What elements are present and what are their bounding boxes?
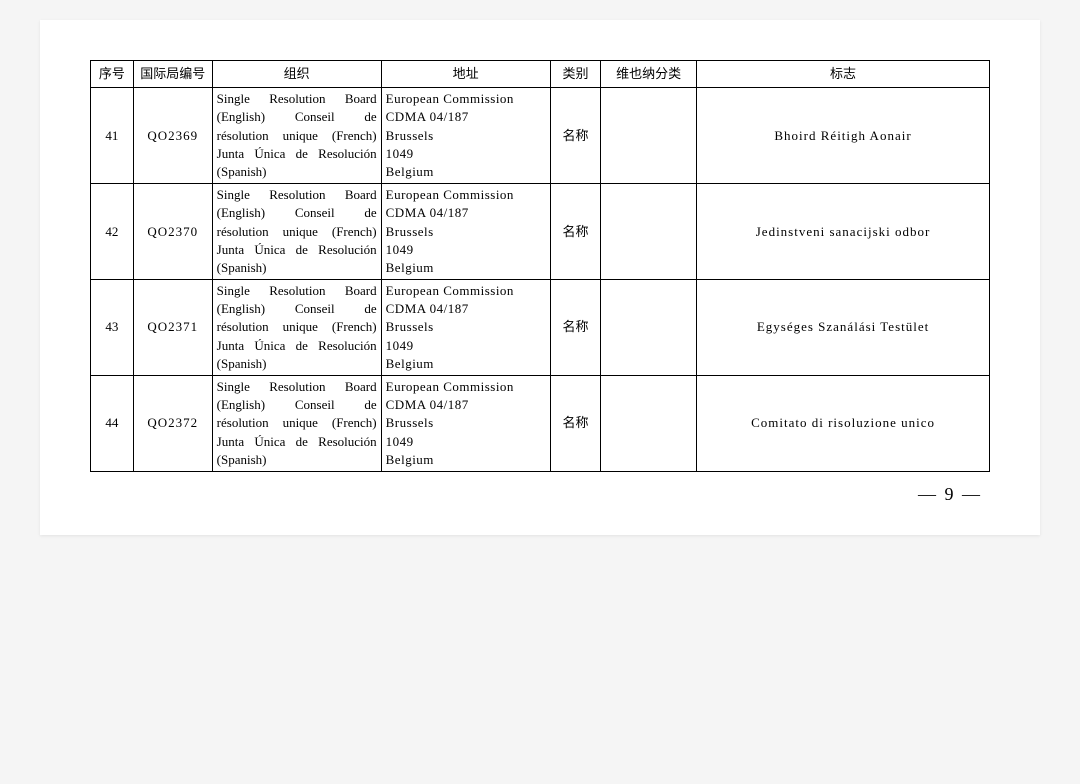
th-addr: 地址	[381, 61, 550, 88]
cell-code: QO2370	[133, 184, 212, 280]
table-row: 43QO2371Single Resolution Board (English…	[91, 280, 990, 376]
cell-cat: 名称	[550, 88, 601, 184]
cell-mark: Bhoird Réitigh Aonair	[697, 88, 990, 184]
cell-cat: 名称	[550, 184, 601, 280]
cell-cat: 名称	[550, 376, 601, 472]
cell-org: Single Resolution Board (English) Consei…	[212, 88, 381, 184]
table-row: 42QO2370Single Resolution Board (English…	[91, 184, 990, 280]
cell-seq: 43	[91, 280, 134, 376]
cell-seq: 42	[91, 184, 134, 280]
cell-code: QO2371	[133, 280, 212, 376]
cell-addr: European CommissionCDMA 04/187Brussels10…	[381, 184, 550, 280]
cell-mark: Comitato di risoluzione unico	[697, 376, 990, 472]
th-org: 组织	[212, 61, 381, 88]
th-cat: 类别	[550, 61, 601, 88]
cell-vc	[601, 376, 697, 472]
cell-addr: European CommissionCDMA 04/187Brussels10…	[381, 280, 550, 376]
cell-vc	[601, 88, 697, 184]
th-code: 国际局编号	[133, 61, 212, 88]
cell-seq: 44	[91, 376, 134, 472]
th-vc: 维也纳分类	[601, 61, 697, 88]
cell-mark: Egységes Szanálási Testület	[697, 280, 990, 376]
cell-org: Single Resolution Board (English) Consei…	[212, 184, 381, 280]
cell-code: QO2372	[133, 376, 212, 472]
cell-addr: European CommissionCDMA 04/187Brussels10…	[381, 376, 550, 472]
cell-org: Single Resolution Board (English) Consei…	[212, 280, 381, 376]
th-mark: 标志	[697, 61, 990, 88]
table-row: 44QO2372Single Resolution Board (English…	[91, 376, 990, 472]
cell-vc	[601, 280, 697, 376]
table-row: 41QO2369Single Resolution Board (English…	[91, 88, 990, 184]
data-table: 序号 国际局编号 组织 地址 类别 维也纳分类 标志 41QO2369Singl…	[90, 60, 990, 472]
cell-addr: European CommissionCDMA 04/187Brussels10…	[381, 88, 550, 184]
document-page: 序号 国际局编号 组织 地址 类别 维也纳分类 标志 41QO2369Singl…	[40, 20, 1040, 535]
cell-vc	[601, 184, 697, 280]
table-header-row: 序号 国际局编号 组织 地址 类别 维也纳分类 标志	[91, 61, 990, 88]
cell-org: Single Resolution Board (English) Consei…	[212, 376, 381, 472]
cell-code: QO2369	[133, 88, 212, 184]
cell-seq: 41	[91, 88, 134, 184]
th-seq: 序号	[91, 61, 134, 88]
cell-mark: Jedinstveni sanacijski odbor	[697, 184, 990, 280]
cell-cat: 名称	[550, 280, 601, 376]
page-number: — 9 —	[90, 484, 990, 505]
